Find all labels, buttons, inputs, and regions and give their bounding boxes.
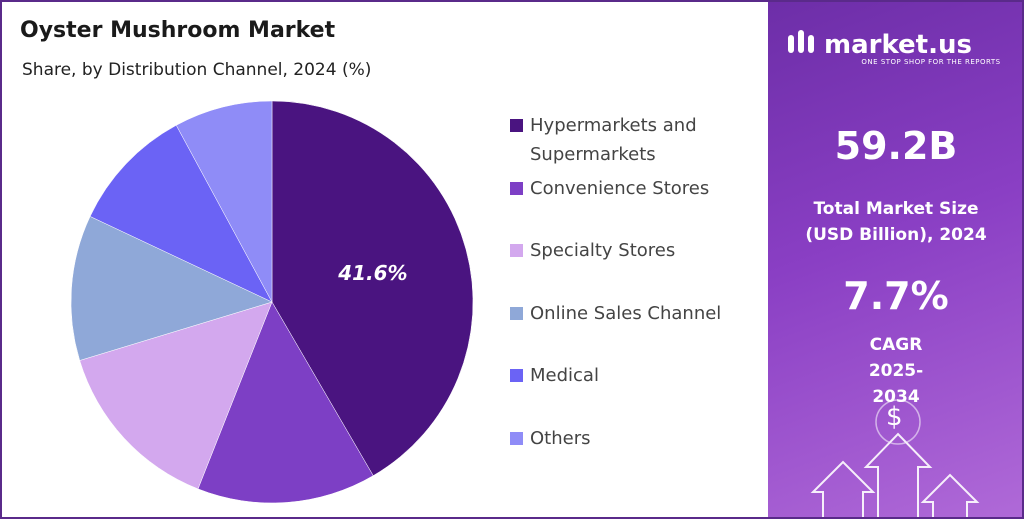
chart-title: Oyster Mushroom Market	[20, 18, 336, 43]
chart-subtitle: Share, by Distribution Channel, 2024 (%)	[22, 60, 372, 80]
legend-item: Others	[510, 424, 770, 453]
stat-label: CAGR 2025-2034	[868, 335, 924, 407]
pie-slice	[70, 216, 273, 361]
legend-item: Medical	[510, 361, 770, 390]
legend-swatch	[510, 369, 523, 383]
stat-value: 7.7%	[843, 274, 949, 318]
pie-slice	[197, 301, 374, 504]
legend-item: Hypermarkets and Supermarkets	[510, 111, 770, 169]
pie-chart: 41.6%	[70, 100, 474, 504]
pie-slice	[89, 124, 273, 303]
legend-label: Medical	[530, 365, 599, 387]
legend-swatch	[510, 432, 523, 445]
legend-label: Specialty Stores	[530, 240, 676, 262]
pie-slice	[79, 301, 273, 490]
brand-name: market.us	[824, 30, 972, 60]
icon-label: $	[886, 402, 903, 432]
stat-value: 59.2B	[834, 124, 958, 168]
pie-slice	[175, 100, 273, 303]
pie-slice	[271, 100, 474, 476]
legend-label: Online Sales Channel	[530, 302, 722, 324]
legend-swatch	[510, 119, 523, 132]
legend-item: Online Sales Channel	[510, 299, 770, 328]
stat-label: Total Market Size (USD Billion), 2024	[805, 199, 987, 245]
side-panel: market.us ONE STOP SHOP FOR THE REPORTS …	[768, 2, 1022, 517]
legend-label: Convenience Stores	[530, 177, 710, 199]
legend-label: Hypermarkets and Supermarkets	[530, 115, 697, 165]
legend-item: Convenience Stores	[510, 174, 770, 203]
legend-label: Others	[530, 428, 591, 449]
legend-swatch	[510, 181, 523, 195]
brand-tagline: ONE STOP SHOP FOR THE REPORTS	[861, 58, 1001, 66]
legend-swatch	[510, 306, 523, 320]
legend-item: Specialty Stores	[510, 236, 770, 265]
panel-decoration	[788, 30, 980, 517]
data-label: 41.6%	[337, 261, 407, 285]
legend-swatch	[510, 244, 523, 258]
